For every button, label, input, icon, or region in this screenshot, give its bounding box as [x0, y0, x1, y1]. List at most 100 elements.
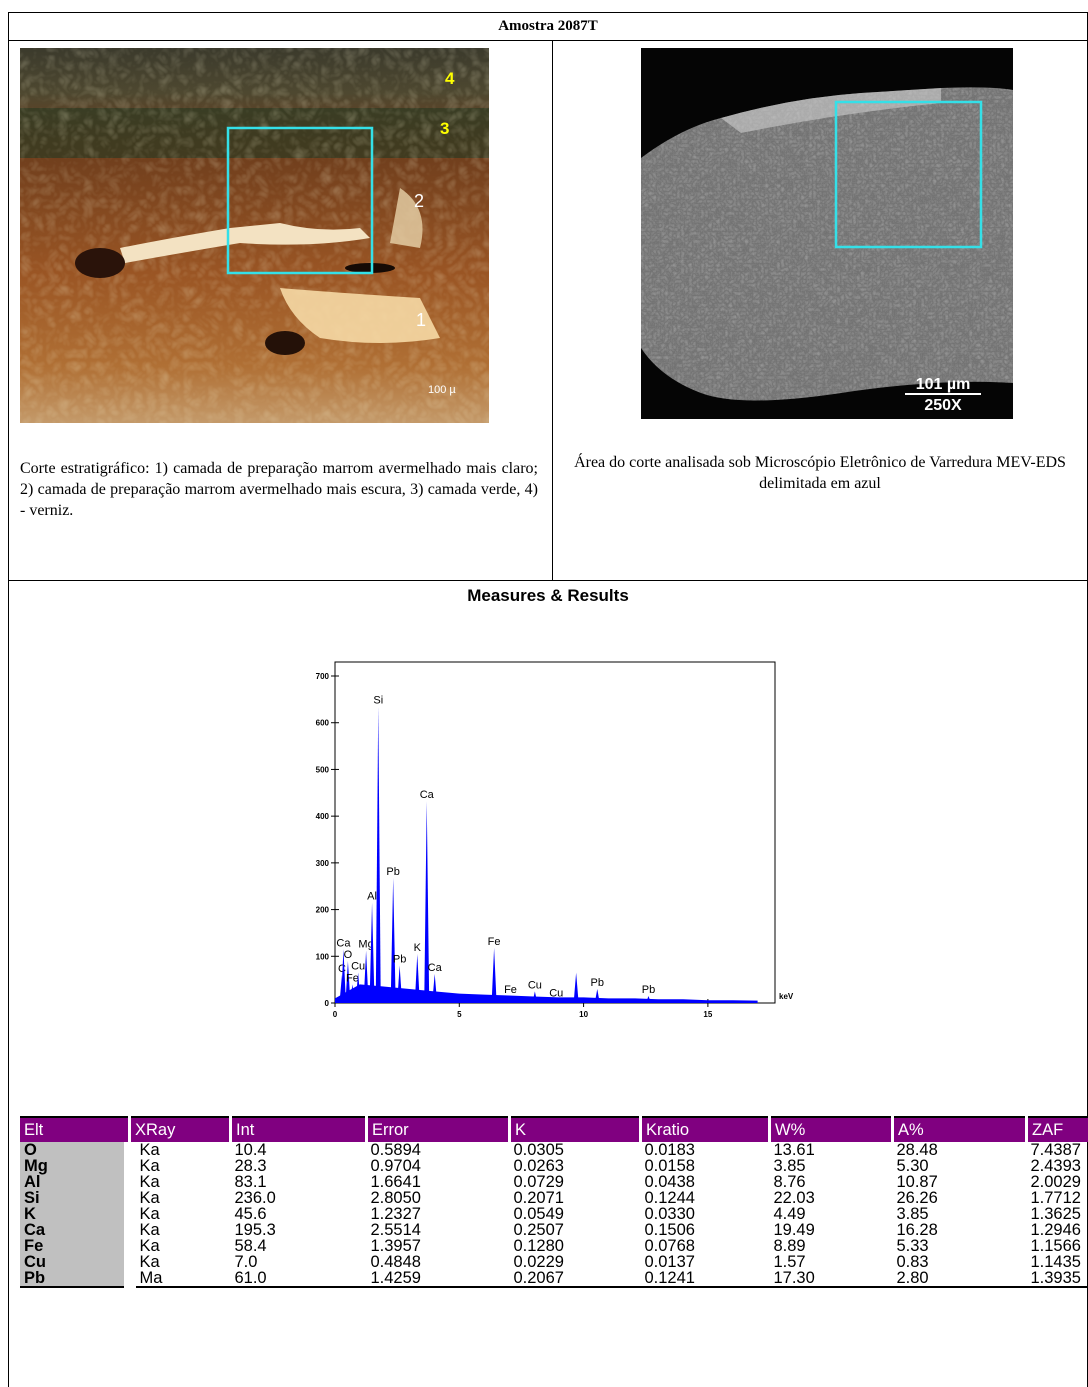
column-header: XRay [130, 1117, 231, 1142]
peak-label: Al [367, 891, 377, 903]
table-cell: 1.6641 [367, 1174, 510, 1190]
table-cell: 1.57 [770, 1254, 893, 1270]
element-cell: Fe [20, 1238, 130, 1254]
y-tick-label: 700 [316, 672, 330, 681]
y-tick-label: 400 [316, 812, 330, 821]
table-cell: 19.49 [770, 1222, 893, 1238]
photo-cross-section: 4 3 2 1 100 µ [20, 48, 489, 423]
peak-label: Fe [488, 936, 501, 948]
table-row: CaKa195.32.55140.25070.150619.4916.281.2… [20, 1222, 1088, 1238]
table-row: SiKa236.02.80500.20710.124422.0326.261.7… [20, 1190, 1088, 1206]
table-cell: 0.0305 [510, 1142, 641, 1158]
table-cell: 0.0729 [510, 1174, 641, 1190]
x-tick-label: 15 [703, 1010, 712, 1019]
table-cell: 195.3 [231, 1222, 367, 1238]
table-cell: 1.2946 [1027, 1222, 1088, 1238]
peak-label: Pb [386, 866, 399, 878]
element-cell: Cu [20, 1254, 130, 1270]
table-cell: 0.2507 [510, 1222, 641, 1238]
y-tick-label: 100 [316, 952, 330, 961]
peak-label: Cu [351, 961, 365, 973]
border [8, 580, 1088, 581]
border [8, 40, 1088, 41]
peak [391, 878, 396, 1003]
table-cell: 0.2071 [510, 1190, 641, 1206]
peak [595, 989, 600, 1003]
table-cell: 2.4393 [1027, 1158, 1088, 1174]
spectrum-chart: 0100200300400500600700051015keVCCaOFeCuM… [300, 650, 820, 1020]
peak-label: Ca [420, 789, 435, 801]
element-cell: Pb [20, 1270, 130, 1287]
table-cell: Ka [130, 1142, 231, 1158]
scale-label: 101 µm [916, 376, 971, 393]
layer-label: 2 [414, 191, 424, 211]
element-cell: Ca [20, 1222, 130, 1238]
table-cell: 3.85 [770, 1158, 893, 1174]
peak-label: Cu [549, 987, 563, 999]
table-cell: 5.30 [893, 1158, 1027, 1174]
peak [376, 706, 381, 1003]
column-header: Int [231, 1117, 367, 1142]
table-cell: 0.83 [893, 1254, 1027, 1270]
table-cell: 0.5894 [367, 1142, 510, 1158]
y-tick-label: 500 [316, 765, 330, 774]
table-cell: 2.80 [893, 1270, 1027, 1287]
peak [574, 973, 579, 1003]
table-cell: 0.0229 [510, 1254, 641, 1270]
page: Amostra 2087T 4 3 2 1 100 µ 101 µm 250X … [0, 0, 1088, 1387]
table-cell: 61.0 [231, 1270, 367, 1287]
peak-label: K [414, 942, 422, 954]
x-axis-unit: keV [779, 992, 794, 1001]
peak-label: C [338, 963, 346, 975]
peak-label: Pb [642, 984, 655, 996]
layer-label: 1 [416, 310, 426, 330]
peak-label: Cu [528, 979, 542, 991]
table-cell: 0.1280 [510, 1238, 641, 1254]
magnification-label: 250X [924, 397, 962, 414]
table-cell: Ka [130, 1222, 231, 1238]
table-cell: 1.1435 [1027, 1254, 1088, 1270]
peak [364, 951, 369, 1003]
border [552, 40, 553, 580]
table-cell: Ka [130, 1190, 231, 1206]
table-cell: 1.4259 [367, 1270, 510, 1287]
y-tick-label: 600 [316, 719, 330, 728]
table-cell: 0.9704 [367, 1158, 510, 1174]
table-cell: 28.3 [231, 1158, 367, 1174]
table-cell: 28.48 [893, 1142, 1027, 1158]
table-cell: 10.87 [893, 1174, 1027, 1190]
caption: Corte estratigráfico: 1) camada de prepa… [20, 458, 538, 521]
peak-label: Si [373, 694, 383, 706]
table-cell: 0.0549 [510, 1206, 641, 1222]
table-cell: 13.61 [770, 1142, 893, 1158]
column-header: Kratio [641, 1117, 770, 1142]
table-cell: 0.0183 [641, 1142, 770, 1158]
table-cell: 0.1244 [641, 1190, 770, 1206]
column-header: ZAF [1027, 1117, 1088, 1142]
table-cell: Ka [130, 1238, 231, 1254]
table-cell: 0.1506 [641, 1222, 770, 1238]
border [8, 12, 9, 1387]
table-cell: 0.2067 [510, 1270, 641, 1287]
table-cell: 1.1566 [1027, 1238, 1088, 1254]
table-cell: 0.0330 [641, 1206, 770, 1222]
table-cell: Ka [130, 1174, 231, 1190]
peak-label: Ca [428, 962, 443, 974]
table-cell: 0.4848 [367, 1254, 510, 1270]
scale-label: 100 µ [428, 384, 456, 396]
table-cell: 0.0158 [641, 1158, 770, 1174]
table-cell: 58.4 [231, 1238, 367, 1254]
element-cell: Si [20, 1190, 130, 1206]
peak [492, 948, 497, 1003]
peak [397, 966, 402, 1003]
table-cell: 1.3625 [1027, 1206, 1088, 1222]
table-row: OKa10.40.58940.03050.018313.6128.487.438… [20, 1142, 1088, 1158]
table-cell: 0.0438 [641, 1174, 770, 1190]
column-header: Elt [20, 1117, 130, 1142]
y-tick-label: 300 [316, 859, 330, 868]
table-cell: 236.0 [231, 1190, 367, 1206]
table-cell: 4.49 [770, 1206, 893, 1222]
